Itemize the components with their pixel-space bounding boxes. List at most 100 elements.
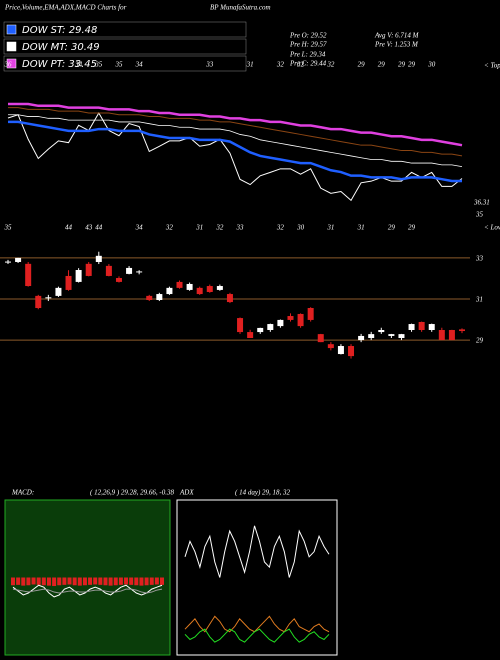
histogram-bar [129, 577, 134, 585]
histogram-bar [82, 577, 87, 586]
panel [176, 499, 338, 656]
x-tick-label: 31 [326, 224, 334, 232]
histogram-bar [113, 577, 118, 586]
candle-body [186, 283, 193, 290]
panel-title: MACD: [11, 489, 34, 497]
legend-label: DOW PT: 33.45 [22, 59, 97, 70]
candle-body [25, 263, 32, 287]
x-tick-label: 34 [135, 224, 144, 232]
x-tick-label: 43 [85, 224, 93, 232]
candle-body [327, 344, 334, 349]
stat: Pre C: 29.44 [289, 60, 327, 68]
stat: Pre V: 1.253 M [374, 41, 419, 49]
x-tick-label: 32 [276, 224, 285, 232]
histogram-bar [41, 577, 46, 586]
histogram-bar [36, 577, 41, 585]
x-tick-label: 29 [358, 61, 366, 69]
page-title: Price,Volume,EMA,ADX,MACD Charts for [4, 4, 127, 12]
panel-title: ADX [179, 489, 194, 497]
candle-body [196, 287, 203, 295]
histogram-bar [93, 577, 98, 585]
x-tick-label: 33 [205, 61, 214, 69]
annotation: 35 [475, 211, 484, 219]
x-tick-label: 34 [74, 61, 83, 69]
stat: Avg V: 6.714 M [374, 32, 420, 40]
legend-swatch [6, 41, 17, 52]
histogram-bar [31, 577, 36, 585]
histogram-bar [11, 577, 15, 586]
candle-body [136, 271, 143, 273]
x-tick-label: 32 [296, 61, 305, 69]
histogram-bar [139, 577, 144, 586]
legend-swatch [6, 24, 17, 35]
histogram-bar [57, 577, 62, 586]
candle-body [95, 255, 102, 262]
panel-subtitle: ( 12,26,9 ) 29.28, 29.66, -0.38 [90, 489, 174, 497]
candle-body [45, 297, 52, 299]
candle-body [448, 330, 455, 341]
series-line [8, 114, 463, 168]
histogram-bar [88, 577, 93, 585]
candle-body [146, 295, 153, 300]
candle-body [247, 332, 254, 339]
series-line [8, 107, 463, 157]
histogram-bar [154, 577, 159, 585]
histogram-bar [103, 577, 108, 586]
candle-body [237, 318, 244, 333]
candle-body [55, 287, 62, 296]
series-line [184, 615, 330, 633]
series-line [7, 111, 463, 202]
x-tick-label: 35 [94, 61, 103, 69]
candle-body [277, 319, 284, 327]
histogram-bar [118, 577, 123, 585]
x-tick-label: 30 [296, 224, 305, 232]
candle-body [35, 295, 42, 309]
legend-box [3, 38, 247, 55]
legend-swatch [6, 58, 17, 69]
y-tick-label: 31 [475, 296, 483, 304]
histogram-bar [46, 577, 51, 586]
legend-label: DOW ST: 29.48 [22, 25, 97, 36]
candle-body [287, 316, 294, 320]
histogram-bar [52, 577, 57, 587]
candle-body [216, 286, 223, 290]
x-tick-label: 31 [195, 224, 203, 232]
candle-body [337, 346, 344, 355]
candle-body [459, 329, 465, 332]
candle-body [428, 324, 435, 330]
legend-box [3, 21, 247, 38]
candle-body [358, 335, 365, 341]
histogram-bar [16, 577, 21, 585]
legend-label: DOW MT: 30.49 [22, 42, 100, 53]
candle-body [85, 263, 92, 276]
x-tick-label: 44 [95, 224, 103, 232]
histogram-bar [144, 577, 149, 586]
histogram-bar [26, 577, 31, 586]
series-line [184, 628, 330, 643]
candle-body [438, 330, 445, 341]
candle-body [267, 324, 274, 330]
histogram-bar [62, 577, 67, 585]
candle-body [297, 313, 304, 327]
candle-body [105, 265, 112, 276]
x-tick-label: 35 [114, 61, 123, 69]
x-tick-label: 29 [408, 224, 416, 232]
histogram-bar [67, 577, 72, 585]
stat: Pre L: 29.34 [289, 51, 326, 59]
candle-body [5, 261, 11, 263]
x-tick-label: 29 [378, 61, 386, 69]
candle-body [176, 281, 183, 288]
series-line [8, 120, 462, 183]
histogram-bar [77, 577, 82, 586]
histogram-bar [124, 577, 129, 585]
y-tick-label: 29 [476, 337, 484, 345]
x-tick-label: 33 [236, 224, 245, 232]
candle-body [388, 334, 395, 336]
x-tick-label: 32 [326, 61, 335, 69]
candle-body [75, 270, 82, 282]
candle-body [348, 346, 355, 357]
candle-body [257, 327, 264, 333]
x-tick-label: 29 [398, 61, 406, 69]
side-label: < Lows [484, 224, 500, 232]
